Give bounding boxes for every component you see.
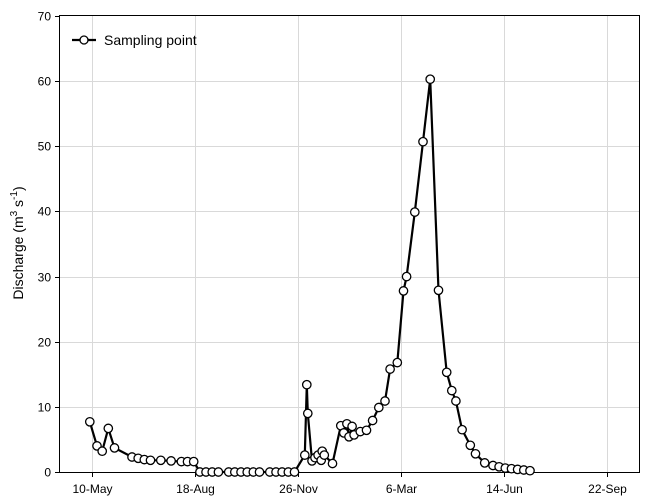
y-axis-label-close: ): [10, 186, 26, 191]
data-point: [301, 379, 312, 390]
data-point: [361, 425, 372, 436]
y-tick-label: 70: [38, 10, 52, 24]
y-tick-label: 0: [44, 466, 51, 480]
data-point: [470, 448, 481, 459]
data-point: [457, 424, 467, 435]
data-point: [385, 364, 395, 374]
data-point: [347, 421, 357, 432]
data-point: [319, 450, 330, 460]
data-point: [103, 423, 114, 434]
x-tick-label: 10-May: [72, 482, 112, 496]
data-point: [367, 415, 378, 426]
data-point: [373, 402, 384, 413]
grid-lines: [60, 16, 639, 472]
x-tick-label: 6-Mar: [386, 482, 417, 496]
data-point: [155, 455, 166, 466]
y-axis-label-text: Discharge (m: [10, 216, 26, 299]
y-axis-label-mid: s: [10, 200, 26, 211]
data-point: [109, 443, 120, 453]
data-point: [392, 357, 403, 368]
x-tick-label: 18-Aug: [176, 482, 215, 496]
data-point: [398, 286, 409, 296]
data-point: [425, 74, 436, 85]
data-point: [433, 285, 444, 296]
y-tick-label: 40: [38, 205, 52, 219]
axis-ticks: 0 10 20 30 40 50 60 70 10-May 18-Aug 26-Nov 6-Mar 14…: [38, 10, 628, 497]
plot-frame: [59, 15, 640, 473]
y-tick-label: 60: [38, 75, 52, 89]
data-point: [409, 207, 420, 217]
legend-label: Sampling point: [104, 32, 197, 48]
data-point: [145, 455, 156, 466]
y-tick-label: 10: [38, 401, 52, 415]
legend: Sampling point: [72, 32, 197, 48]
series-sampling-point: [84, 74, 535, 477]
data-point: [299, 450, 310, 460]
data-point: [446, 385, 457, 396]
data-point: [254, 467, 265, 477]
legend-marker: [79, 35, 89, 45]
x-tick-label: 26-Nov: [279, 482, 318, 496]
data-point: [441, 367, 452, 378]
data-point: [465, 440, 476, 451]
data-point: [479, 458, 490, 468]
data-point: [525, 465, 535, 476]
data-point: [327, 458, 338, 469]
y-tick-label: 30: [38, 271, 52, 285]
y-tick-label: 50: [38, 140, 52, 154]
y-axis-label: Discharge (m3 s-1): [9, 186, 26, 299]
data-point: [302, 408, 313, 419]
data-point: [97, 446, 108, 457]
data-point: [84, 416, 95, 427]
data-point: [451, 396, 461, 406]
data-point: [289, 467, 300, 477]
data-point: [401, 271, 412, 282]
data-point: [213, 467, 224, 477]
y-axis-label-sup1: 3: [9, 210, 20, 216]
x-tick-label: 14-Jun: [486, 482, 523, 496]
y-axis-label-sup2: -1: [9, 191, 20, 200]
data-point: [418, 136, 428, 147]
data-point: [166, 456, 176, 466]
y-tick-label: 20: [38, 336, 52, 350]
data-point: [188, 456, 199, 467]
data-point: [380, 396, 390, 406]
x-tick-label: 22-Sep: [588, 482, 627, 496]
